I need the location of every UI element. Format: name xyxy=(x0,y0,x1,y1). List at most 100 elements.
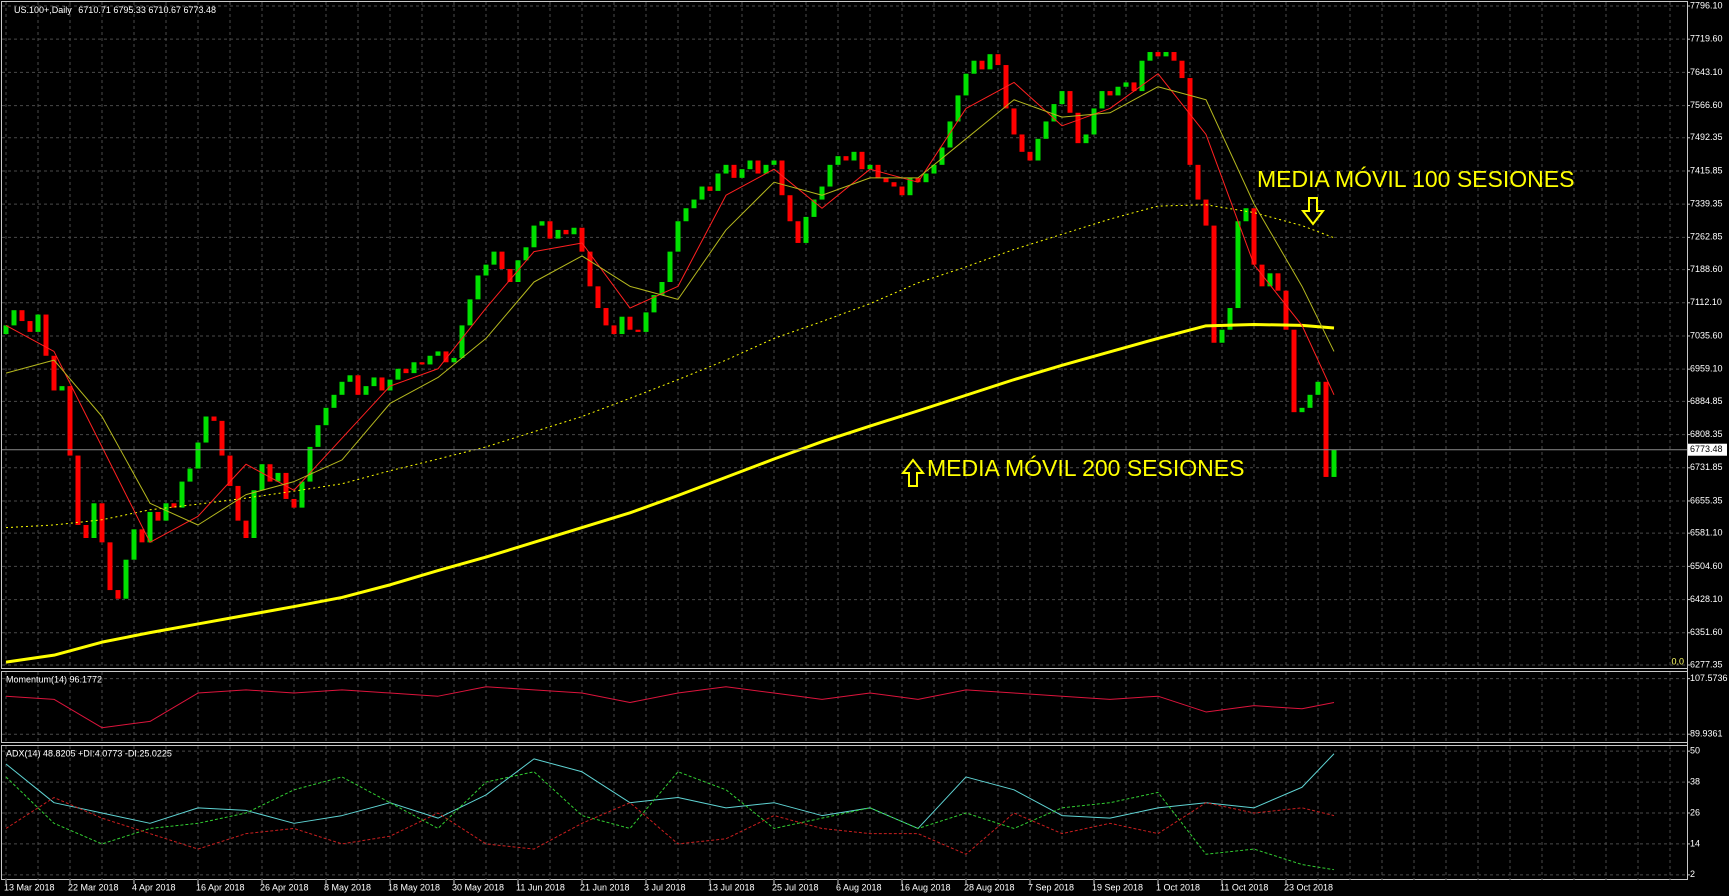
y-tick-label: 7415.85 xyxy=(1690,165,1723,175)
candle-body xyxy=(235,485,241,521)
y-tick-label: 6351.60 xyxy=(1690,627,1723,637)
candle-body xyxy=(1195,164,1201,200)
x-tick-label: 6 Aug 2018 xyxy=(836,882,882,892)
candle-body xyxy=(395,368,401,380)
candle-body xyxy=(35,314,41,332)
candle-body xyxy=(971,60,977,74)
candle-body xyxy=(19,310,25,322)
candle-body xyxy=(787,195,793,222)
candle-body xyxy=(651,295,657,313)
candle-body xyxy=(499,251,505,269)
candle-body xyxy=(1235,221,1241,309)
candle-body xyxy=(835,156,841,165)
candle-body xyxy=(339,381,345,395)
candle-body xyxy=(947,121,953,148)
candle-body xyxy=(827,164,833,187)
candle-body xyxy=(507,268,513,282)
candle-body xyxy=(979,60,985,70)
candle-body xyxy=(75,455,81,525)
header-low: 6710.67 xyxy=(148,5,181,15)
candle-body xyxy=(1211,225,1217,343)
candle-body xyxy=(811,199,817,217)
y-tick-label: 7796.10 xyxy=(1690,0,1723,10)
candle-body xyxy=(883,177,889,183)
y-tick-label: 6884.85 xyxy=(1690,396,1723,406)
candle-body xyxy=(435,351,441,356)
candle-body xyxy=(427,355,433,365)
x-tick-label: 22 Mar 2018 xyxy=(68,882,119,892)
candle-body xyxy=(131,529,137,560)
candle-body xyxy=(1219,329,1225,343)
candle-body xyxy=(379,377,385,391)
candle-body xyxy=(603,308,609,326)
candle-body xyxy=(1035,138,1041,161)
candle-body xyxy=(203,416,209,443)
candle-body xyxy=(1203,199,1209,226)
mark-layer: 6773.48 xyxy=(2,52,1727,871)
candle-body xyxy=(587,251,593,287)
y-tick-label: 7262.85 xyxy=(1690,232,1723,242)
candle-body xyxy=(563,229,569,235)
header-open: 6710.71 xyxy=(78,5,111,15)
candle-body xyxy=(1051,104,1057,122)
indicator-line xyxy=(5,204,1335,529)
candle-body xyxy=(1283,290,1289,330)
candle-body xyxy=(355,375,361,395)
candle-body xyxy=(91,503,97,539)
annotation-ma100: MEDIA MÓVIL 100 SESIONES xyxy=(1257,166,1574,192)
candle-body xyxy=(675,221,681,252)
candle-body xyxy=(1179,60,1185,79)
header-close: 6773.48 xyxy=(183,5,216,15)
x-tick-label: 11 Oct 2018 xyxy=(1220,882,1268,892)
x-tick-label: 16 Aug 2018 xyxy=(900,882,951,892)
current-price-label: 6773.48 xyxy=(1690,444,1723,454)
candle-body xyxy=(915,177,921,183)
y-tick-label: 7719.60 xyxy=(1690,34,1723,44)
candle-body xyxy=(755,160,761,174)
candle-body xyxy=(1011,108,1017,135)
candle-body xyxy=(347,375,353,382)
y-tick-label: 6731.85 xyxy=(1690,462,1723,472)
y-tick-label: 14 xyxy=(1690,838,1700,848)
candle-body xyxy=(1323,381,1329,477)
candle-body xyxy=(243,520,249,539)
candle-body xyxy=(315,425,321,447)
candle-body xyxy=(1091,108,1097,135)
candle-body xyxy=(331,394,337,408)
chart-header: US.100+,Daily 6710.71 6795.33 6710.67 67… xyxy=(14,5,216,15)
candle-body xyxy=(1107,91,1113,96)
candle-body xyxy=(843,156,849,161)
candle-body xyxy=(571,227,577,235)
y-tick-label: 50 xyxy=(1690,746,1700,756)
candle-body xyxy=(387,379,393,391)
indicator-line xyxy=(5,753,1335,829)
header-high: 6795.33 xyxy=(113,5,146,15)
candle-body xyxy=(939,147,945,165)
momentum-title: Momentum(14) 96.1772 xyxy=(6,674,102,684)
candle-body xyxy=(1027,151,1033,161)
candle-body xyxy=(483,264,489,276)
candle-body xyxy=(1251,208,1257,265)
candle-body xyxy=(1299,407,1305,413)
candle-body xyxy=(267,464,273,482)
y-tick-label: 6655.35 xyxy=(1690,495,1723,505)
candle-body xyxy=(659,281,665,296)
y-tick-label: 38 xyxy=(1690,776,1700,786)
candle-body xyxy=(555,229,561,239)
candle-body xyxy=(195,442,201,469)
x-tick-label: 18 May 2018 xyxy=(388,882,440,892)
candle-body xyxy=(27,321,33,332)
candle-body xyxy=(891,182,897,187)
y-tick-label: 2 xyxy=(1690,869,1695,879)
candle-body xyxy=(547,221,553,239)
candle-body xyxy=(99,503,105,543)
x-tick-label: 7 Sep 2018 xyxy=(1028,882,1074,892)
y-tick-label: 6428.10 xyxy=(1690,594,1723,604)
candle-body xyxy=(907,177,913,196)
y-tick-label: 6277.35 xyxy=(1690,659,1723,669)
candle-body xyxy=(459,325,465,358)
candle-body xyxy=(115,590,121,599)
x-tick-label: 11 Jun 2018 xyxy=(516,882,565,892)
